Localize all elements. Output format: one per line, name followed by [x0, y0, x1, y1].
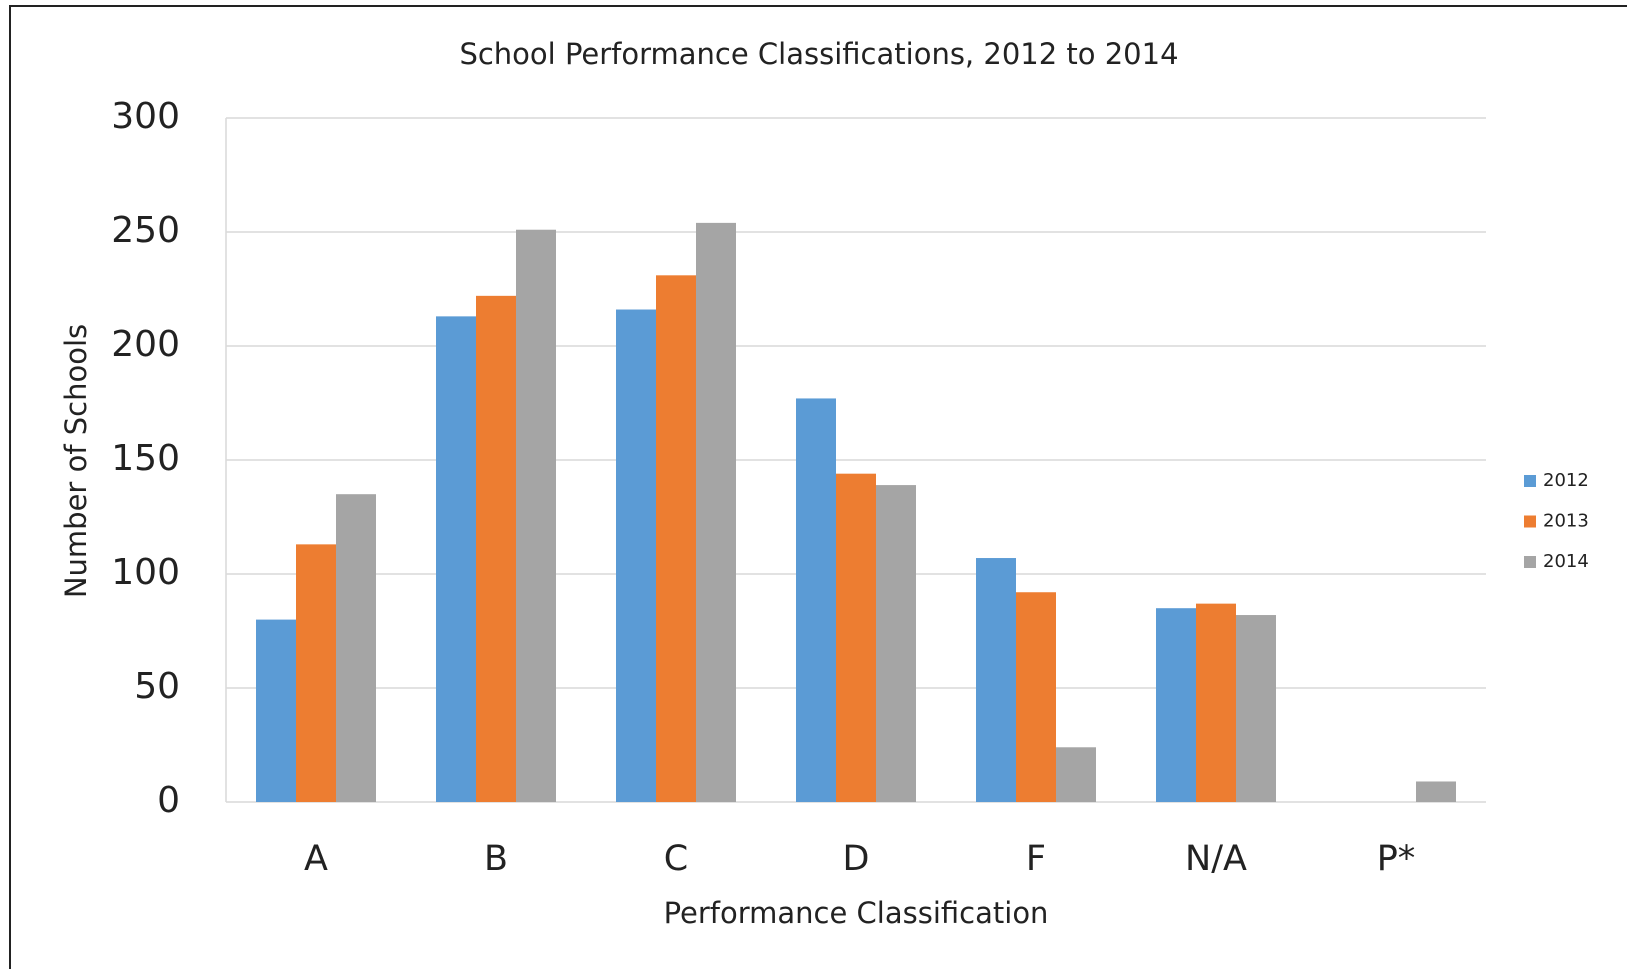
bar: [836, 473, 876, 802]
y-tick-label: 50: [134, 666, 180, 707]
bar: [336, 494, 376, 802]
x-tick-label: A: [304, 839, 328, 879]
bar: [1416, 781, 1456, 802]
x-axis-label: Performance Classification: [664, 896, 1049, 930]
legend-swatch: [1524, 515, 1536, 528]
bar: [1156, 608, 1196, 802]
y-tick-label: 150: [111, 438, 180, 479]
x-tick-label: N/A: [1185, 839, 1247, 879]
legend-label: 2014: [1543, 551, 1589, 572]
bar: [976, 558, 1016, 802]
bar: [696, 222, 736, 802]
bar: [656, 275, 696, 802]
x-tick-label: D: [843, 839, 870, 879]
legend-swatch: [1524, 556, 1536, 568]
bar: [796, 398, 836, 802]
y-tick-label: 200: [111, 324, 180, 365]
bar: [256, 619, 296, 802]
bar: [1196, 603, 1236, 802]
x-tick-label: F: [1026, 839, 1046, 879]
bar: [1236, 615, 1276, 802]
bar: [476, 295, 516, 802]
y-tick-label: 100: [111, 552, 180, 593]
chart-border: [9, 5, 1627, 969]
bar: [616, 309, 656, 802]
bar: [1056, 747, 1096, 802]
x-tick-label: P*: [1377, 839, 1416, 879]
y-tick-label: 250: [111, 210, 180, 251]
bar: [1016, 592, 1056, 802]
bar: [876, 485, 916, 802]
bar: [516, 229, 556, 803]
y-tick-label: 300: [111, 96, 180, 137]
legend-label: 2012: [1543, 470, 1589, 491]
bar: [436, 316, 476, 802]
y-axis-label: Number of Schools: [59, 324, 93, 598]
x-tick-label: C: [664, 839, 688, 879]
y-tick-label: 0: [157, 780, 180, 821]
legend-swatch: [1524, 475, 1536, 487]
legend-label: 2013: [1543, 511, 1589, 532]
bar: [296, 544, 336, 802]
x-tick-label: B: [484, 839, 508, 879]
chart-title: School Performance Classifications, 2012…: [459, 37, 1178, 71]
